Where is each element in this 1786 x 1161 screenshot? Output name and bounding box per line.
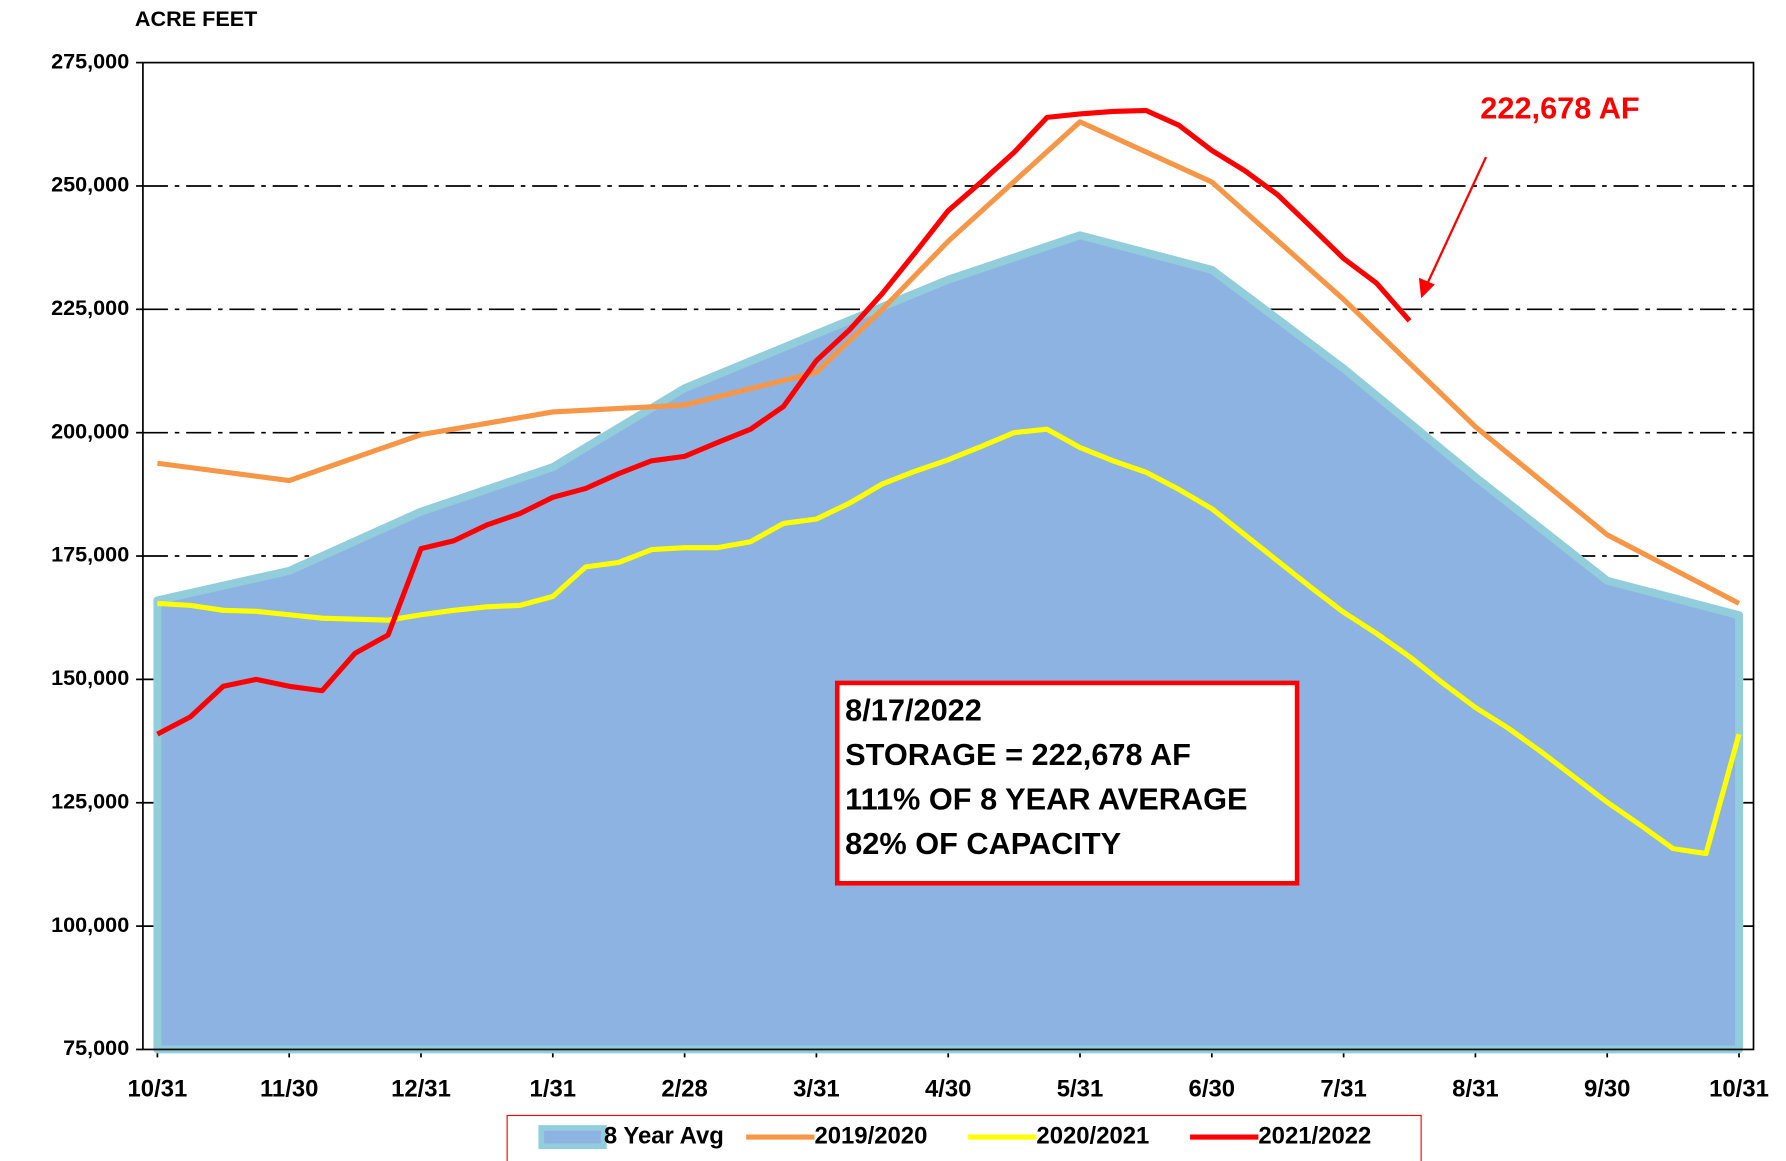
annotation: 222,678 AF bbox=[1480, 91, 1639, 126]
arrow-head bbox=[1418, 277, 1435, 299]
x-tick-label: 10/31 bbox=[128, 1076, 188, 1103]
info-line: STORAGE = 222,678 AF bbox=[845, 737, 1191, 772]
x-tick-label: 12/31 bbox=[391, 1076, 451, 1103]
y-axis-label: ACRE FEET bbox=[135, 6, 257, 31]
y-tick-label: 200,000 bbox=[51, 418, 129, 443]
legend-label: 2019/2020 bbox=[814, 1122, 927, 1149]
info-line: 111% OF 8 YEAR AVERAGE bbox=[845, 781, 1247, 816]
x-tick-label: 11/30 bbox=[260, 1076, 318, 1103]
y-tick-label: 275,000 bbox=[51, 48, 129, 73]
legend-label: 2021/2022 bbox=[1258, 1122, 1371, 1149]
info-box bbox=[834, 680, 1300, 886]
x-tick-label: 2/28 bbox=[661, 1076, 708, 1103]
info-line: 8/17/2022 bbox=[845, 693, 982, 728]
legend-label: 2020/2021 bbox=[1036, 1122, 1149, 1149]
legend-swatch bbox=[538, 1125, 607, 1150]
x-tick-label: 4/30 bbox=[925, 1076, 972, 1103]
y-tick-label: 100,000 bbox=[51, 912, 129, 937]
plot-border bbox=[142, 61, 1755, 1051]
y-tick-label: 250,000 bbox=[51, 172, 129, 197]
y-tick-label: 175,000 bbox=[51, 542, 129, 567]
x-tick-label: 7/31 bbox=[1320, 1076, 1367, 1103]
x-tick-label: 9/30 bbox=[1584, 1076, 1631, 1103]
x-tick-label: 3/31 bbox=[793, 1076, 840, 1103]
line bbox=[156, 107, 1412, 737]
info-line: 82% OF CAPACITY bbox=[845, 826, 1121, 861]
y-tick-label: 75,000 bbox=[63, 1035, 129, 1060]
line bbox=[157, 426, 1742, 857]
arrow-line bbox=[1426, 156, 1488, 283]
x-tick-label: 1/31 bbox=[530, 1076, 577, 1103]
x-tick-label: 5/31 bbox=[1057, 1076, 1104, 1103]
y-tick-label: 125,000 bbox=[51, 788, 129, 813]
x-tick-label: 8/31 bbox=[1452, 1076, 1498, 1103]
y-tick-label: 150,000 bbox=[51, 665, 129, 690]
legend-label: 8 Year Avg bbox=[604, 1122, 724, 1149]
x-tick-label: 10/31 bbox=[1709, 1076, 1769, 1103]
legend-box bbox=[506, 1114, 1422, 1161]
y-tick-label: 225,000 bbox=[51, 295, 129, 320]
line bbox=[157, 119, 1741, 606]
x-tick-label: 6/30 bbox=[1189, 1076, 1236, 1103]
area bbox=[153, 231, 1743, 1054]
